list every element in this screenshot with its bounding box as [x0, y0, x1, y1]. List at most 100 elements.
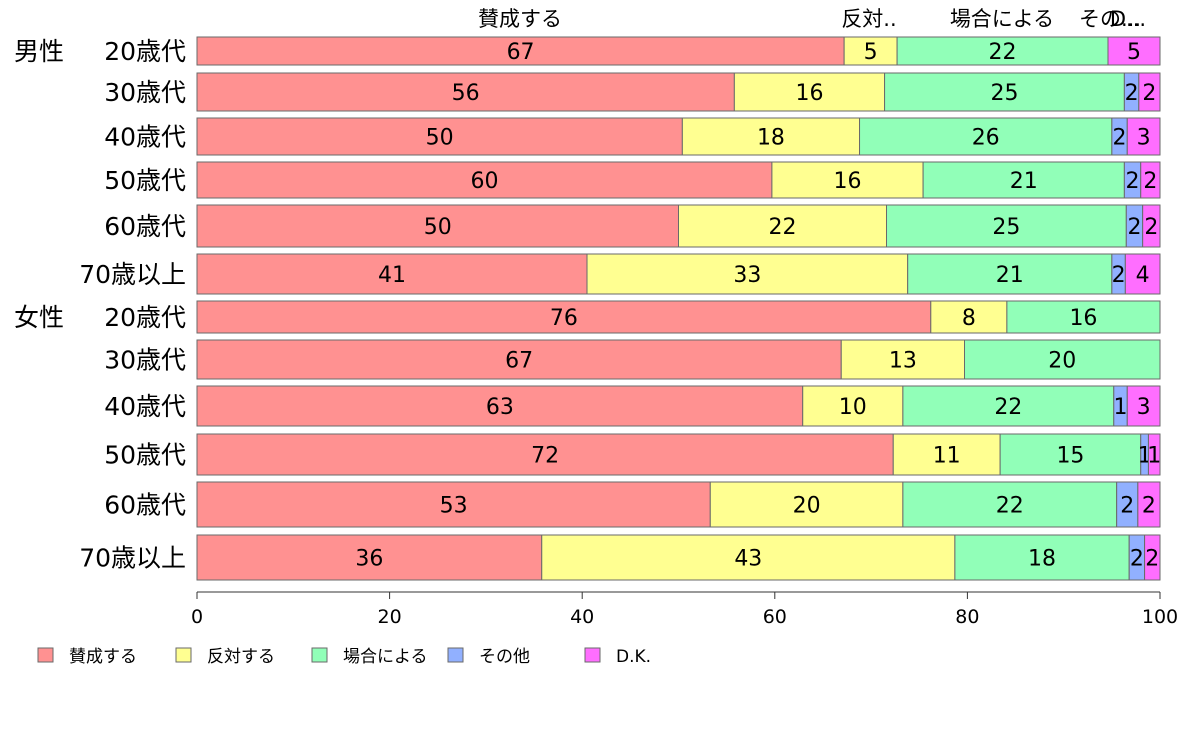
data-label: 1	[1147, 444, 1161, 469]
bar-segment	[709, 481, 904, 528]
x-tick-label: 60	[763, 606, 787, 628]
data-label: 1	[1114, 395, 1128, 420]
category-label: 20歳代	[104, 303, 186, 332]
top-series-label: 場合による	[950, 7, 1054, 31]
data-label: 76	[550, 306, 578, 331]
data-label: 22	[989, 40, 1017, 65]
legend-swatch	[37, 647, 54, 663]
bar-segment	[1107, 36, 1161, 66]
data-label: 41	[378, 263, 406, 288]
top-series-label: D...	[1110, 7, 1146, 31]
x-axis: 0 20 40 60 80 100	[191, 591, 1178, 628]
bar-segment	[771, 161, 924, 199]
data-label: 50	[426, 126, 454, 151]
bar-segment	[964, 339, 1161, 380]
data-label: 63	[486, 395, 514, 420]
bar-segment	[1144, 534, 1161, 581]
bar-segment	[196, 72, 735, 112]
bar-segment	[922, 161, 1125, 199]
data-label: 5	[1127, 40, 1141, 65]
bars: 67 5 22 556 16 25 2 250 18 26 2 360 16 21 2 250 22 25 2 241…	[196, 36, 1161, 581]
data-label: 72	[531, 444, 559, 469]
data-label: 21	[1010, 169, 1038, 194]
bar-segment	[196, 300, 932, 334]
data-label: 2	[1127, 215, 1141, 240]
data-label: 20	[1048, 349, 1076, 374]
data-label: 56	[452, 81, 480, 106]
bar-segment	[196, 204, 679, 248]
top-series-labels: 賛成する 反対.. 場合による その...D...	[478, 7, 1146, 31]
x-tick-label: 40	[570, 606, 594, 628]
category-label: 40歳代	[104, 392, 186, 421]
data-label: 53	[440, 494, 468, 519]
legend: 賛成する 反対する 場合による その他 D.K.	[37, 647, 651, 667]
data-label: 22	[769, 215, 797, 240]
bar-segment	[884, 72, 1125, 112]
bar-segment	[196, 161, 773, 199]
data-label: 22	[996, 494, 1024, 519]
data-label: 15	[1056, 444, 1084, 469]
category-label: 70歳以上	[79, 544, 186, 573]
data-label: 2	[1113, 126, 1127, 151]
data-label: 22	[994, 395, 1022, 420]
data-label: 2	[1112, 263, 1126, 288]
data-label: 16	[795, 81, 823, 106]
bar-segment	[843, 36, 898, 66]
data-label: 25	[992, 215, 1020, 240]
legend-swatch	[447, 647, 464, 663]
bar-segment	[1140, 161, 1161, 199]
data-label: 2	[1130, 547, 1144, 572]
bar-segment	[1137, 481, 1161, 528]
data-label: 20	[793, 494, 821, 519]
category-label: 30歳代	[104, 346, 186, 375]
data-label: 2	[1145, 547, 1159, 572]
data-label: 3	[1137, 395, 1151, 420]
bar-segment	[196, 433, 894, 476]
bar-segment	[1006, 300, 1161, 334]
data-label: 21	[996, 263, 1024, 288]
data-label: 26	[972, 126, 1000, 151]
bar-segment	[196, 117, 683, 156]
x-tick-label: 0	[191, 606, 203, 628]
bar-segment	[196, 339, 842, 380]
legend-swatch	[311, 647, 328, 663]
data-label: 11	[933, 444, 961, 469]
bar-segment	[902, 481, 1118, 528]
bar-segment	[892, 433, 1001, 476]
bar-segment	[886, 204, 1127, 248]
category-label: 50歳代	[104, 441, 186, 470]
category-label: 70歳以上	[79, 260, 186, 289]
bar-segment	[541, 534, 956, 581]
legend-label: 場合による	[343, 647, 428, 667]
legend-swatch	[584, 647, 601, 663]
category-label: 30歳代	[104, 78, 186, 107]
data-label: 33	[733, 263, 761, 288]
category-label: 40歳代	[104, 123, 186, 152]
bar-segment	[999, 433, 1142, 476]
legend-label: D.K.	[616, 647, 651, 667]
data-label: 2	[1142, 81, 1156, 106]
bar-segment	[1126, 117, 1161, 156]
x-tick-label: 20	[378, 606, 402, 628]
data-label: 16	[1069, 306, 1097, 331]
bar-segment	[196, 36, 845, 66]
data-label: 2	[1143, 169, 1157, 194]
bar-segment	[196, 385, 804, 427]
top-series-label: 反対..	[841, 7, 896, 31]
top-series-label: 賛成する	[478, 7, 562, 31]
bar-segment	[196, 253, 588, 295]
bar-segment	[681, 117, 861, 156]
data-label: 18	[757, 126, 785, 151]
bar-segment	[1126, 385, 1161, 427]
data-label: 36	[355, 547, 383, 572]
bar-segment	[1147, 433, 1161, 476]
data-label: 67	[507, 40, 535, 65]
category-label: 50歳代	[104, 166, 186, 195]
data-label: 43	[734, 547, 762, 572]
category-label: 60歳代	[104, 212, 186, 241]
bar-segment	[733, 72, 886, 112]
data-label: 2	[1126, 169, 1140, 194]
category-label: 20歳代	[104, 37, 186, 66]
